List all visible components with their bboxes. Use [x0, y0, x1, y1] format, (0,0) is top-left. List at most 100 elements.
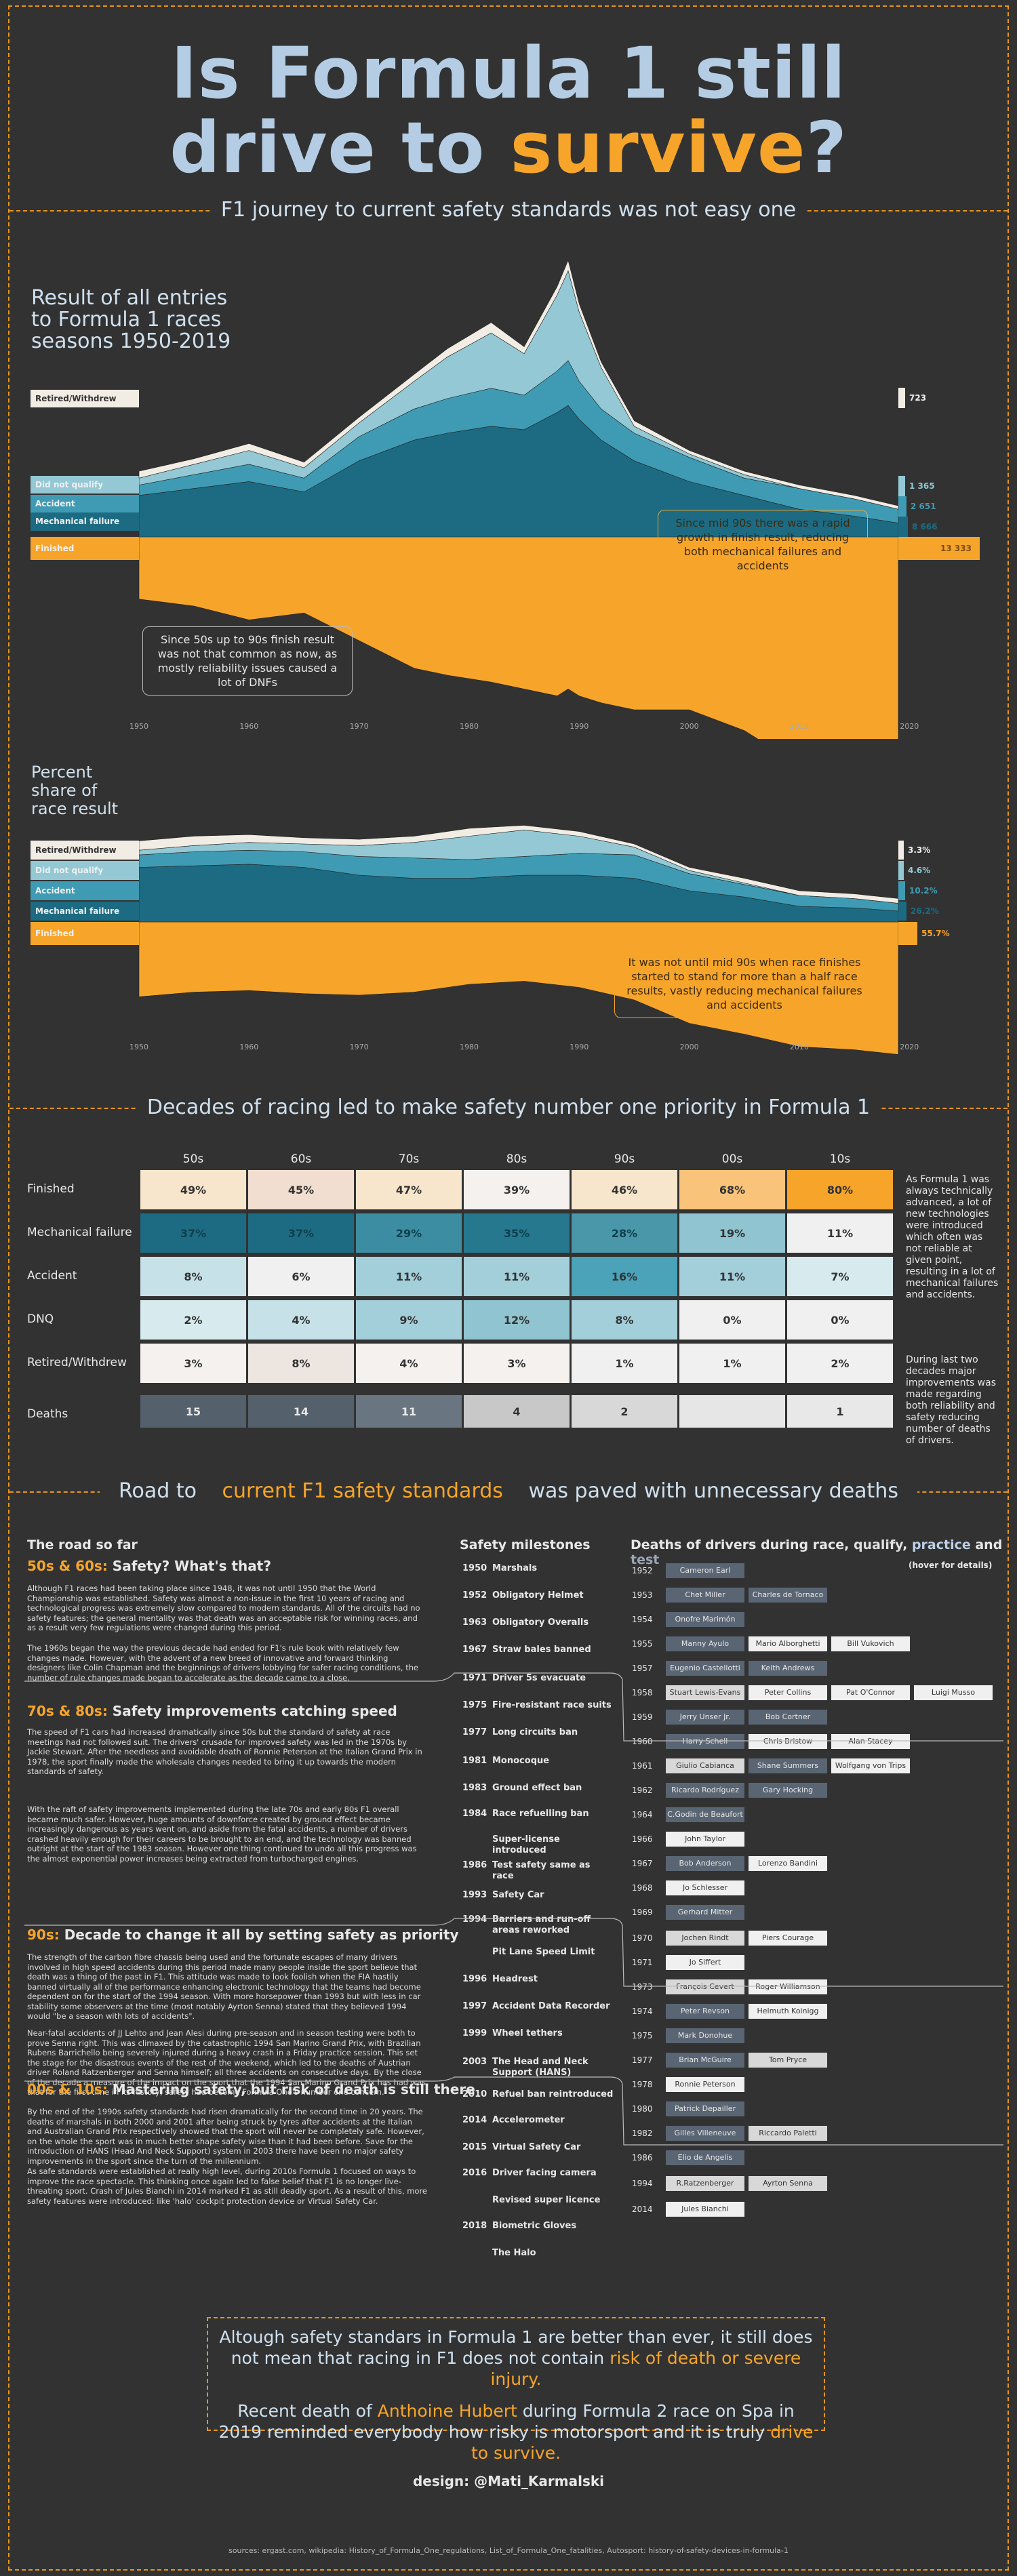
decade-column-label: 60s — [290, 1152, 312, 1166]
message-paragraph-2: Recent death of Anthoine Hubert during F… — [218, 2401, 814, 2463]
series-total-label: 4.6% — [908, 866, 930, 875]
milestone-label: Monocoque — [492, 1756, 550, 1766]
heatmap-cell: 37% — [248, 1213, 354, 1253]
driver-death-chip: Jo Schlesser — [666, 1880, 744, 1895]
milestone-label: Super-license introduced — [492, 1834, 560, 1855]
series-area-retired-withdrew — [138, 825, 899, 904]
driver-death-chip: Eugenio Castellotti — [666, 1661, 744, 1676]
heatmap-cell: 39% — [464, 1170, 570, 1209]
legend-label: Did not qualify — [35, 480, 103, 489]
design-credit: design: @Mati_Karmalski — [412, 2473, 605, 2489]
heatmap-cell: 11% — [679, 1257, 785, 1296]
heatmap-cell: 7% — [787, 1257, 893, 1296]
milestone-year: 1993 — [462, 1890, 487, 1900]
x-tick-label: 1960 — [239, 1043, 258, 1051]
milestone-year: 1952 — [462, 1590, 487, 1601]
death-year: 1957 — [632, 1664, 653, 1673]
death-year: 1980 — [632, 2104, 653, 2114]
decade-row-label: Accident — [27, 1269, 77, 1283]
death-year: 1994 — [632, 2179, 653, 2188]
milestone-year: 1984 — [462, 1809, 487, 1819]
milestone-label: Driver 5s evacuate — [492, 1673, 586, 1683]
era-paragraph: Near-fatal accidents of JJ Lehto and Jea… — [27, 2028, 426, 2097]
decade-row-label: Finished — [27, 1182, 75, 1196]
milestone-label: Accelerometer — [492, 2115, 565, 2125]
legend-band — [31, 902, 139, 921]
death-year: 1955 — [632, 1639, 653, 1649]
era-paragraph: By the end of the 1990s safety standards… — [27, 2107, 424, 2166]
era-heading: 50s & 60s: Safety? What's that? — [27, 1558, 271, 1574]
chart-2-title-line: share of — [31, 781, 98, 800]
closing-message: Altough safety standars in Formula 1 are… — [207, 2317, 825, 2463]
heatmap-cell: 8% — [140, 1257, 246, 1296]
milestone-label: Driver facing camera — [492, 2168, 597, 2178]
death-year: 1982 — [632, 2129, 653, 2138]
milestone-year: 1977 — [462, 1727, 487, 1737]
decade-column-label: 10s — [829, 1152, 851, 1166]
era-heading: 90s: Decade to change it all by setting … — [27, 1927, 459, 1943]
milestone-label: Fire-resistant race suits — [492, 1700, 612, 1710]
death-year: 1961 — [632, 1761, 653, 1771]
heatmap-cell: 0% — [787, 1300, 893, 1340]
milestone-year: 1999 — [462, 2028, 487, 2038]
milestone-label: Marshals — [492, 1563, 538, 1573]
x-tick-label: 2020 — [900, 1043, 919, 1051]
milestone-label: Long circuits ban — [492, 1727, 578, 1737]
x-tick-label: 2010 — [790, 1043, 809, 1051]
legend-band — [31, 476, 139, 494]
x-tick-label: 1990 — [570, 722, 589, 731]
death-year: 1966 — [632, 1834, 653, 1844]
milestone-label: Ground effect ban — [492, 1783, 582, 1793]
title-part-survive: survive — [510, 106, 806, 189]
heatmap-cell: 2% — [787, 1344, 893, 1383]
driver-death-chip: Pat O'Connor — [831, 1685, 910, 1700]
driver-death-chip: Mario Alborghetti — [749, 1636, 827, 1651]
total-band — [898, 881, 905, 900]
chart-1-title: Result of all entries to Formula 1 races… — [31, 287, 231, 353]
milestone-year: 1981 — [462, 1756, 487, 1766]
driver-death-chip: Keith Andrews — [749, 1661, 827, 1676]
decades-note-bottom: During last two decades major improvemen… — [906, 1354, 997, 1446]
x-tick-label: 2000 — [680, 1043, 699, 1051]
total-band — [898, 861, 904, 880]
death-year: 1977 — [632, 2055, 653, 2065]
heatmap-cell: 49% — [140, 1170, 246, 1209]
era-title: Mastering safety, but risk of death is s… — [107, 2081, 475, 2097]
driver-death-chip: Elio de Angelis — [666, 2150, 744, 2165]
death-year: 1974 — [632, 2007, 653, 2016]
heatmap-cell: 37% — [140, 1213, 246, 1253]
driver-death-chip: Helmuth Koinigg — [749, 2004, 827, 2019]
milestone-year: 2018 — [462, 2221, 487, 2231]
legend-label: Accident — [35, 499, 75, 508]
milestone-label: Headrest — [492, 1974, 538, 1984]
chart-2-title-line: Percent — [31, 763, 93, 782]
driver-death-chip: Manny Ayulo — [666, 1636, 744, 1651]
death-year: 1960 — [632, 1737, 653, 1746]
driver-death-chip: Cameron Earl — [666, 1563, 744, 1578]
driver-death-chip: Brian McGuire — [666, 2053, 744, 2068]
legend-band — [31, 390, 139, 407]
series-total-label: 723 — [909, 393, 926, 403]
driver-death-chip: Jo Siffert — [666, 1955, 744, 1970]
driver-death-chip: Tom Pryce — [749, 2053, 827, 2068]
total-band — [898, 537, 980, 560]
legend-label: Accident — [35, 886, 75, 895]
driver-death-chip: Peter Revson — [666, 2004, 744, 2019]
era-years: 90s: — [27, 1927, 60, 1943]
driver-death-chip: Luigi Musso — [914, 1685, 993, 1700]
road-content: 50s & 60s: Safety? What's that? Although … — [0, 0, 1017, 2258]
driver-death-chip: Patrick Depailler — [666, 2101, 744, 2116]
era-years: 70s & 80s: — [27, 1703, 108, 1719]
death-year: 1970 — [632, 1933, 653, 1943]
decade-row-label: DNQ — [27, 1312, 54, 1326]
chart-1-title-line: seasons 1950-2019 — [31, 329, 231, 353]
series-total-label: 26.2% — [911, 906, 939, 916]
heatmap-cell: 11% — [356, 1257, 462, 1296]
heatmap-cell: 12% — [464, 1300, 570, 1340]
driver-death-chip: John Taylor — [666, 1832, 744, 1847]
x-tick-label: 1980 — [460, 1043, 479, 1051]
chart-2-note: It was not until mid 90s when race finis… — [614, 949, 875, 1018]
legend-label: Finished — [35, 929, 74, 938]
heatmap-cell: 19% — [679, 1213, 785, 1253]
heatmap-cell: 3% — [464, 1344, 570, 1383]
